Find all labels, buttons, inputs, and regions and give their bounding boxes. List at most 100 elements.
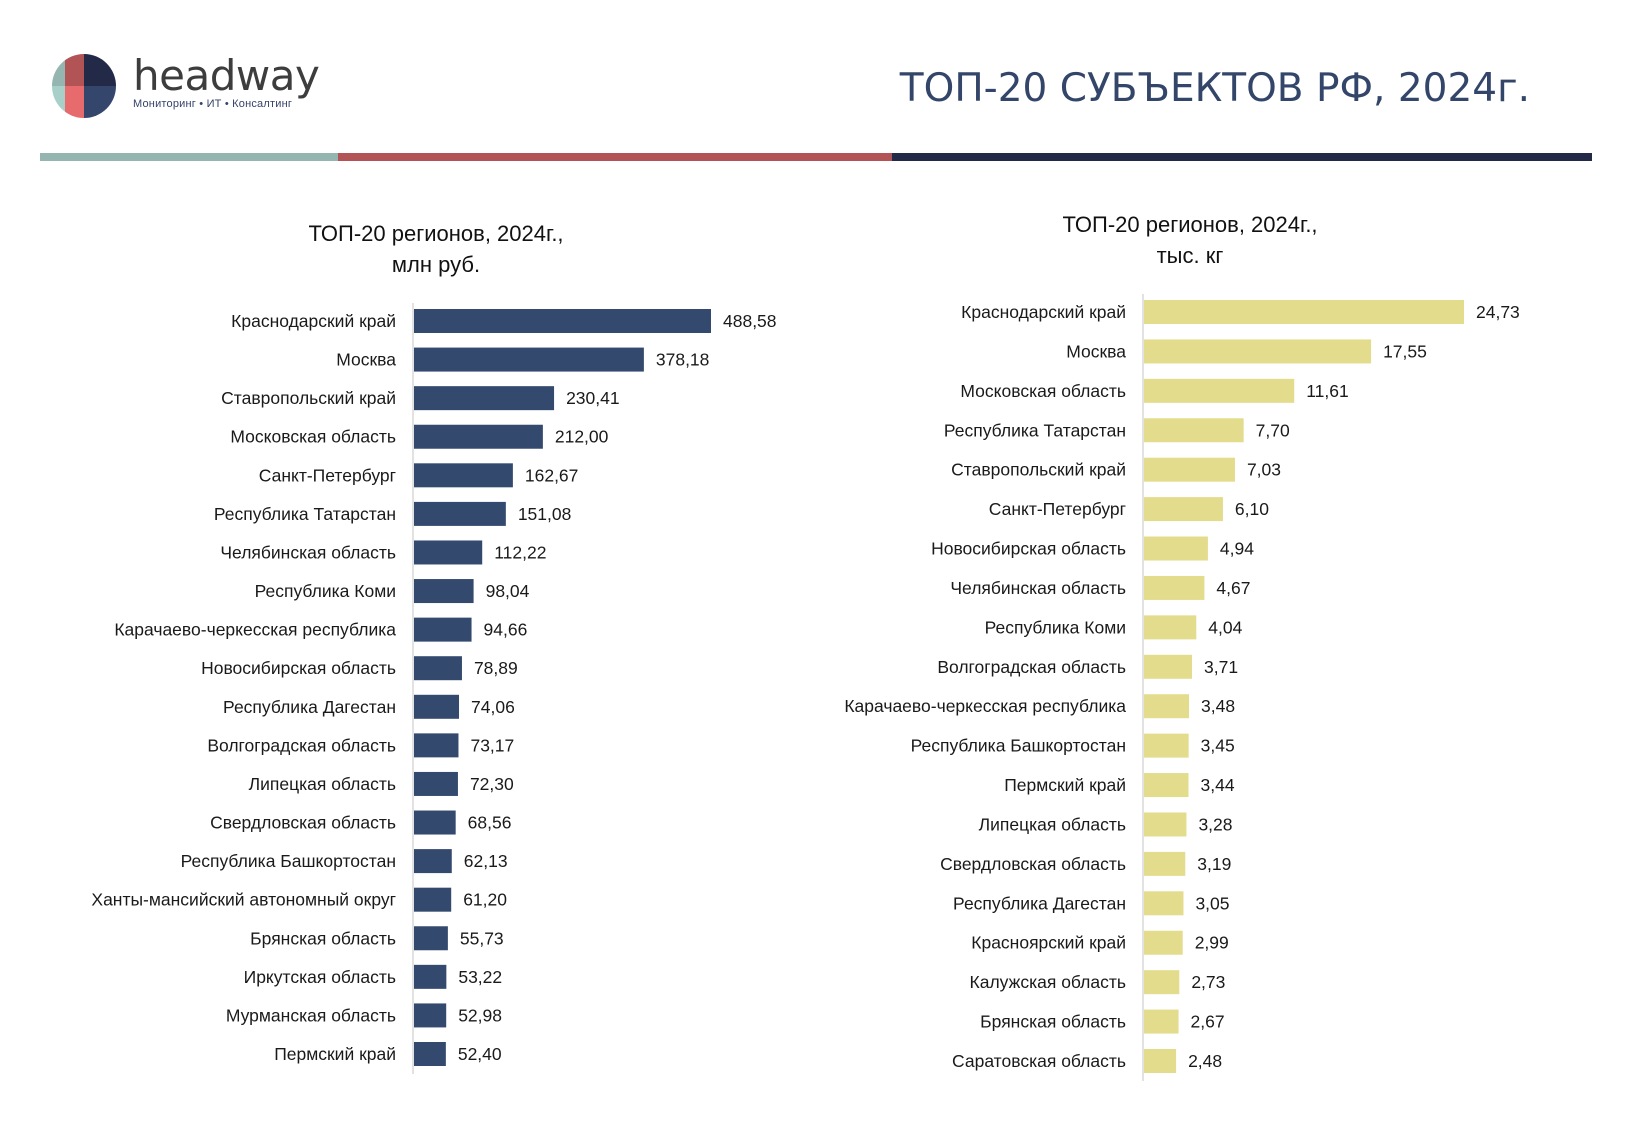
bar: [414, 810, 456, 835]
category-label: Челябинская область: [220, 542, 396, 562]
category-label: Ставропольский край: [951, 460, 1126, 480]
category-label: Новосибирская область: [931, 539, 1126, 559]
header-stripe-teal: [40, 153, 338, 161]
bar: [1144, 851, 1186, 876]
brand-name: headway: [133, 51, 320, 100]
data-label: 94,66: [484, 620, 528, 640]
bar: [414, 694, 460, 719]
category-label: Республика Башкортостан: [181, 851, 396, 871]
data-label: 488,58: [723, 311, 777, 331]
data-label: 151,08: [518, 504, 572, 524]
data-label: 98,04: [486, 581, 530, 601]
category-label: Новосибирская область: [201, 658, 396, 678]
category-label: Московская область: [230, 427, 396, 447]
category-label: Свердловская область: [210, 813, 396, 833]
data-label: 52,40: [458, 1044, 502, 1064]
bar: [414, 540, 483, 565]
header-stripe-navy: [892, 153, 1592, 161]
data-label: 17,55: [1383, 341, 1427, 361]
bar: [1144, 615, 1197, 640]
category-label: Волгоградская область: [937, 657, 1126, 677]
data-label: 212,00: [555, 427, 609, 447]
category-label: Краснодарский край: [231, 311, 396, 331]
data-label: 73,17: [470, 735, 514, 755]
chart-left-title: ТОП-20 регионов, 2024г., млн руб.: [236, 218, 636, 280]
category-label: Санкт-Петербург: [989, 499, 1126, 519]
bar: [1144, 378, 1295, 403]
logo-quadrant: [65, 54, 84, 86]
bar: [1144, 891, 1184, 916]
data-label: 2,48: [1188, 1051, 1222, 1071]
chart-right-title-line2: тыс. кг: [1156, 243, 1224, 268]
data-label: 6,10: [1235, 499, 1269, 519]
category-label: Мурманская область: [226, 1005, 396, 1025]
bar: [414, 501, 506, 526]
bar: [1144, 300, 1464, 324]
category-label: Саратовская область: [952, 1051, 1126, 1071]
category-label: Республика Татарстан: [214, 504, 396, 524]
bar: [414, 386, 555, 411]
chart-left-title-line1: ТОП-20 регионов, 2024г.,: [308, 221, 564, 246]
bar: [414, 347, 644, 372]
data-label: 2,99: [1195, 933, 1229, 953]
bar: [414, 424, 543, 449]
page-title: ТОП-20 СУБЪЕКТОВ РФ, 2024г.: [899, 66, 1530, 111]
category-label: Санкт-Петербург: [259, 465, 396, 485]
bar: [414, 617, 472, 642]
category-label: Республика Дагестан: [223, 697, 396, 717]
logo-quadrant: [84, 86, 116, 118]
bar: [414, 926, 448, 951]
data-label: 112,22: [494, 542, 546, 562]
bar: [1144, 418, 1244, 443]
bar: [1144, 733, 1189, 758]
data-label: 4,67: [1216, 578, 1250, 598]
bar: [414, 733, 459, 758]
data-label: 72,30: [470, 774, 514, 794]
category-label: Калужская область: [970, 972, 1126, 992]
bar: [1144, 457, 1235, 482]
category-label: Брянская область: [250, 928, 396, 948]
bar: [1144, 497, 1223, 522]
category-label: Красноярский край: [971, 933, 1126, 953]
brand: headway Мониторинг • ИТ • Консалтинг: [133, 51, 320, 111]
data-label: 4,04: [1208, 617, 1242, 637]
category-label: Липецкая область: [979, 814, 1126, 834]
bar: [414, 309, 711, 333]
category-label: Московская область: [960, 381, 1126, 401]
data-label: 11,61: [1306, 381, 1349, 401]
logo-quadrant: [52, 86, 65, 118]
data-label: 230,41: [566, 388, 620, 408]
bar: [414, 656, 462, 681]
category-label: Челябинская область: [950, 578, 1126, 598]
bar: [414, 849, 452, 874]
data-label: 55,73: [460, 928, 504, 948]
bar: [414, 887, 452, 912]
data-label: 4,94: [1220, 539, 1254, 559]
category-label: Ставропольский край: [221, 388, 396, 408]
data-label: 52,98: [458, 1005, 502, 1025]
category-label: Свердловская область: [940, 854, 1126, 874]
category-label: Республика Дагестан: [953, 893, 1126, 913]
category-label: Республика Коми: [255, 581, 396, 601]
category-label: Республика Татарстан: [944, 420, 1126, 440]
data-label: 53,22: [458, 967, 502, 987]
category-label: Карачаево-черкесская республика: [844, 696, 1126, 716]
chart-left-title-line2: млн руб.: [391, 252, 481, 277]
data-label: 162,67: [525, 465, 579, 485]
bar: [1144, 536, 1208, 561]
bar: [1144, 1009, 1179, 1034]
bar: [414, 1003, 447, 1028]
bar: [1144, 575, 1205, 600]
data-label: 3,45: [1201, 736, 1235, 756]
data-label: 24,73: [1476, 302, 1520, 322]
headway-logo-mark: [52, 54, 116, 118]
bar: [1144, 773, 1189, 798]
bar: [414, 964, 447, 989]
category-label: Волгоградская область: [207, 735, 396, 755]
data-label: 2,73: [1191, 972, 1225, 992]
data-label: 62,13: [464, 851, 508, 871]
bar: [1144, 970, 1180, 995]
bar: [1144, 1049, 1177, 1073]
